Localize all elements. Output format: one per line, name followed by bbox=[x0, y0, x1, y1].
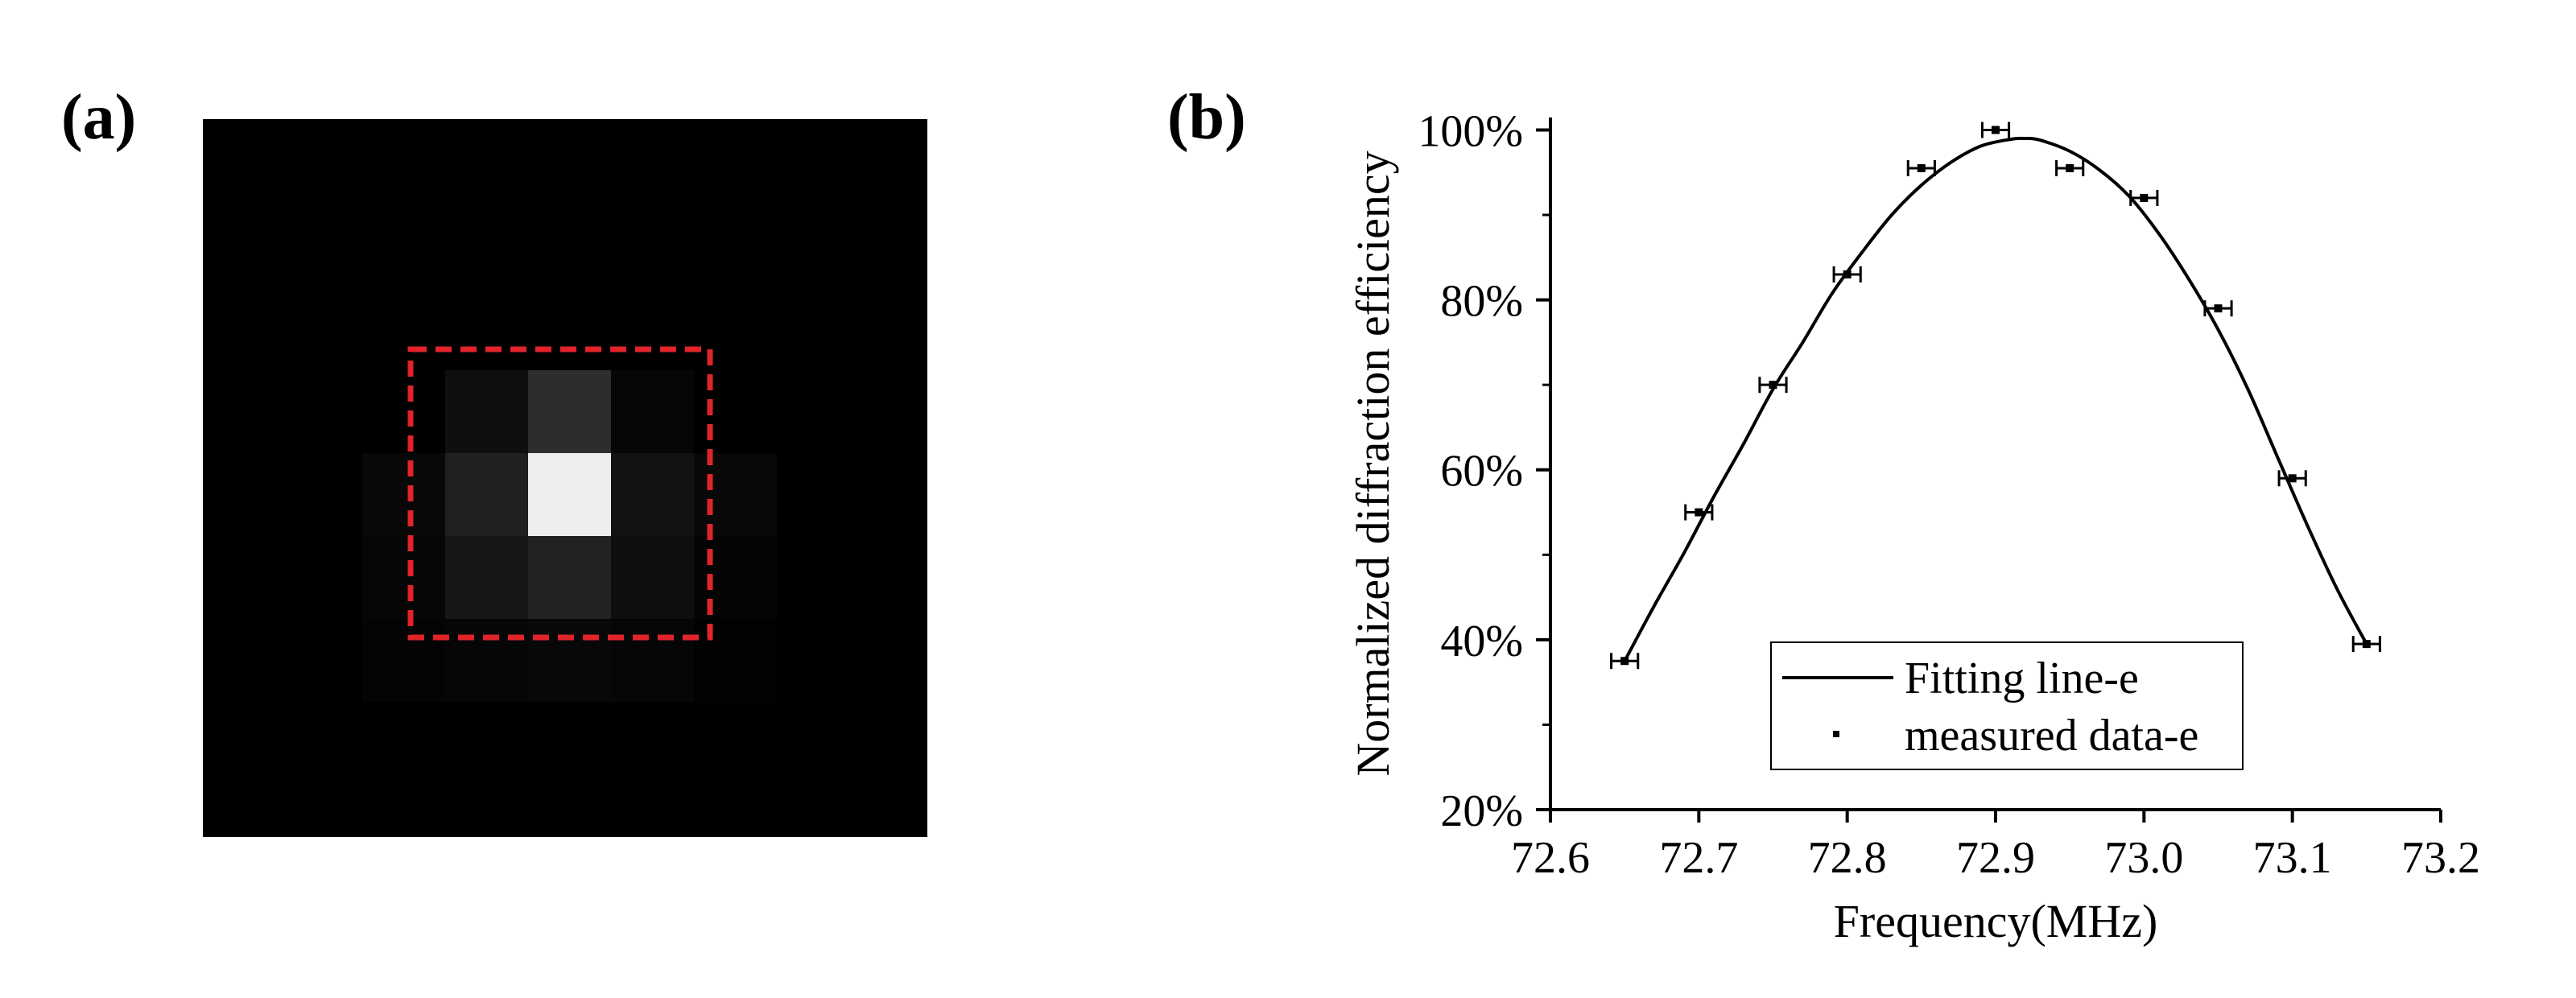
data-point bbox=[1832, 266, 1862, 282]
y-tick-label: 80% bbox=[1440, 277, 1523, 327]
spot-pixel bbox=[611, 536, 694, 619]
x-tick-label: 72.8 bbox=[1808, 833, 1887, 883]
fitting-line bbox=[1623, 136, 2368, 662]
data-point bbox=[1610, 653, 1640, 670]
x-ticks: 72.6 72.7 72.8 72.9 73.0 73.1 73.2 bbox=[1511, 810, 2480, 883]
x-axis-title: Frequency(MHz) bbox=[1834, 895, 2158, 947]
y-tick-label: 20% bbox=[1440, 786, 1523, 836]
legend: Fitting line-e measured data-e bbox=[1770, 641, 2244, 770]
roi-dashed-box bbox=[407, 346, 713, 641]
panel-a: (a) bbox=[61, 82, 927, 837]
data-point bbox=[1684, 504, 1714, 521]
legend-point-symbol bbox=[1833, 731, 1839, 737]
x-tick-label: 73.0 bbox=[2104, 833, 2183, 883]
spot-pixel bbox=[528, 619, 611, 702]
y-tick-label: 100% bbox=[1418, 106, 1523, 156]
y-axis-title: Normalized diffraction efficiency bbox=[1347, 151, 1399, 776]
panel-a-label: (a) bbox=[61, 82, 136, 153]
spot-pixel bbox=[528, 536, 611, 619]
spot-pixel bbox=[362, 453, 445, 536]
spot-pixel bbox=[445, 536, 528, 619]
plot-series bbox=[1610, 122, 2381, 670]
legend-label-measured: measured data-e bbox=[1905, 711, 2198, 761]
x-tick-label: 72.6 bbox=[1511, 833, 1590, 883]
spot-pixel bbox=[362, 536, 445, 619]
y-ticks: 20% 40% 60% 80% 100% bbox=[1418, 106, 1550, 836]
panel-b: (b) 72.6 72.7 72.8 72.9 73.0 73.1 73.2 20% 40% 6… bbox=[1167, 82, 2480, 947]
spot-pixel bbox=[694, 536, 777, 619]
legend-box bbox=[1770, 641, 2244, 770]
spot-pixel bbox=[694, 453, 777, 536]
legend-label-fitting: Fitting line-e bbox=[1905, 654, 2139, 703]
spot-pixel bbox=[445, 619, 528, 702]
x-tick-label: 73.2 bbox=[2401, 833, 2480, 883]
spot-pixel bbox=[528, 370, 611, 453]
data-point bbox=[2055, 159, 2085, 176]
y-tick-label: 40% bbox=[1440, 617, 1523, 666]
data-point bbox=[1906, 159, 1936, 176]
x-tick-label: 72.9 bbox=[1956, 833, 2035, 883]
beam-spot-grid bbox=[362, 370, 777, 702]
spot-pixel bbox=[445, 370, 528, 453]
data-point bbox=[2277, 470, 2307, 487]
panel-b-label: (b) bbox=[1167, 82, 1246, 153]
data-point bbox=[2351, 636, 2381, 653]
data-point bbox=[2203, 300, 2233, 317]
spot-pixel bbox=[611, 370, 694, 453]
y-tick-label: 60% bbox=[1440, 447, 1523, 497]
x-tick-label: 73.1 bbox=[2253, 833, 2332, 883]
spot-pixel bbox=[694, 619, 777, 702]
x-tick-label: 72.7 bbox=[1659, 833, 1738, 883]
data-point bbox=[1980, 122, 2011, 138]
spot-pixel bbox=[445, 453, 528, 536]
spot-pixel bbox=[611, 453, 694, 536]
data-point bbox=[2129, 189, 2159, 206]
spot-pixel bbox=[611, 619, 694, 702]
data-point bbox=[1758, 377, 1788, 394]
spot-pixel bbox=[362, 619, 445, 702]
spot-pixel bbox=[528, 453, 611, 536]
